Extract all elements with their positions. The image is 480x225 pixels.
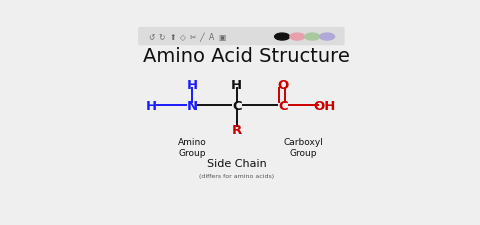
Text: Amino
Group: Amino Group [178, 138, 206, 157]
Text: ▣: ▣ [218, 33, 226, 42]
Circle shape [290, 34, 305, 41]
Text: Carboxyl
Group: Carboxyl Group [284, 138, 324, 157]
Text: ╱: ╱ [200, 33, 204, 42]
Text: C: C [278, 99, 288, 112]
Text: Amino Acid Structure: Amino Acid Structure [143, 47, 349, 66]
Text: H: H [231, 79, 242, 92]
Text: ⬆: ⬆ [169, 33, 176, 42]
Circle shape [320, 34, 335, 41]
Text: H: H [187, 79, 198, 92]
Text: C: C [232, 99, 241, 112]
FancyBboxPatch shape [138, 28, 345, 46]
Text: H: H [145, 99, 156, 112]
Text: ✂: ✂ [190, 33, 196, 42]
Text: OH: OH [313, 99, 336, 112]
Text: O: O [277, 79, 289, 92]
Circle shape [305, 34, 320, 41]
Text: (differs for amino acids): (differs for amino acids) [199, 173, 274, 178]
Text: A: A [209, 33, 215, 42]
Text: ↻: ↻ [159, 33, 165, 42]
Text: Side Chain: Side Chain [207, 159, 266, 169]
Circle shape [275, 34, 289, 41]
Text: N: N [187, 99, 198, 112]
Text: ◇: ◇ [180, 33, 186, 42]
Text: R: R [231, 124, 242, 137]
Text: ↺: ↺ [148, 33, 155, 42]
